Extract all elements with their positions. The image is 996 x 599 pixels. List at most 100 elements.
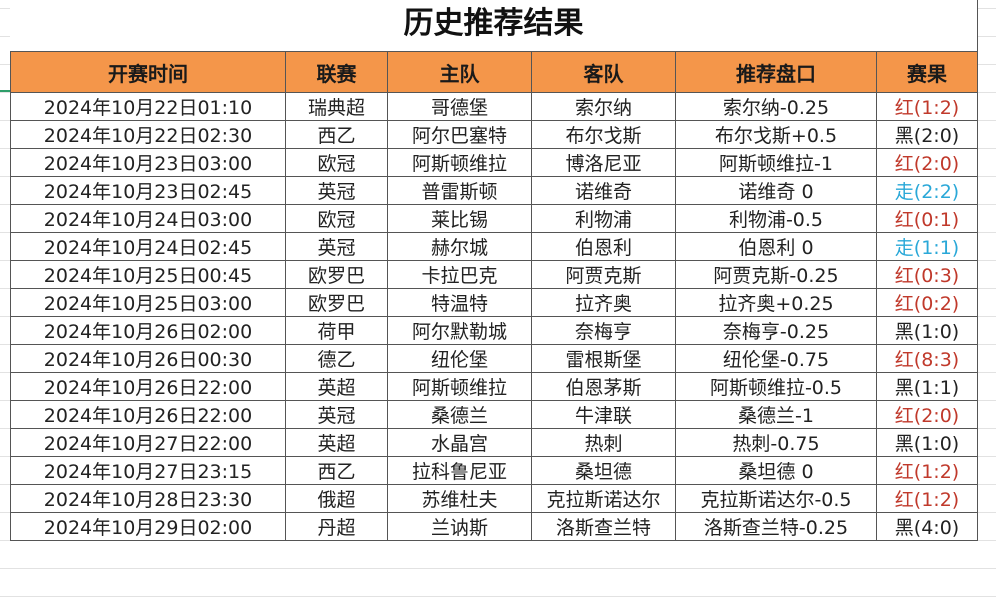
cell-league[interactable]: 欧冠 (285, 204, 388, 233)
cell-league[interactable]: 欧冠 (285, 148, 388, 177)
cell-away[interactable]: 诺维奇 (531, 176, 676, 205)
cell-away[interactable]: 索尔纳 (531, 92, 676, 121)
cell-away[interactable]: 伯恩利 (531, 232, 676, 261)
cell-pick[interactable]: 热刺-0.75 (675, 428, 877, 457)
cell-away[interactable]: 利物浦 (531, 204, 676, 233)
cell-away[interactable]: 桑坦德 (531, 456, 676, 485)
cell-league[interactable]: 俄超 (285, 484, 388, 513)
cell-away[interactable]: 拉齐奥 (531, 288, 676, 317)
cell-home[interactable]: 苏维杜夫 (387, 484, 532, 513)
cell-home[interactable]: 阿斯顿维拉 (387, 372, 532, 401)
cell-result[interactable]: 红(2:0) (876, 400, 978, 429)
cell-league[interactable]: 西乙 (285, 456, 388, 485)
cell-result[interactable]: 黑(1:1) (876, 372, 978, 401)
cell-time[interactable]: 2024年10月28日23:30 (10, 484, 286, 513)
cell-home[interactable]: 水晶宫 (387, 428, 532, 457)
cell-pick[interactable]: 伯恩利 0 (675, 232, 877, 261)
cell-result[interactable]: 红(0:1) (876, 204, 978, 233)
cell-league[interactable]: 英超 (285, 372, 388, 401)
cell-pick[interactable]: 奈梅亨-0.25 (675, 316, 877, 345)
cell-time[interactable]: 2024年10月29日02:00 (10, 512, 286, 541)
cell-away[interactable]: 雷根斯堡 (531, 344, 676, 373)
cell-league[interactable]: 欧罗巴 (285, 288, 388, 317)
cell-away[interactable]: 布尔戈斯 (531, 120, 676, 149)
cell-time[interactable]: 2024年10月23日02:45 (10, 176, 286, 205)
cell-away[interactable]: 阿贾克斯 (531, 260, 676, 289)
cell-pick[interactable]: 洛斯查兰特-0.25 (675, 512, 877, 541)
cell-league[interactable]: 英冠 (285, 176, 388, 205)
cell-result[interactable]: 红(2:0) (876, 148, 978, 177)
cell-home[interactable]: 普雷斯顿 (387, 176, 532, 205)
cell-time[interactable]: 2024年10月26日00:30 (10, 344, 286, 373)
cell-home[interactable]: 赫尔城 (387, 232, 532, 261)
header-pick[interactable]: 推荐盘口 (675, 51, 877, 93)
cell-result[interactable]: 黑(2:0) (876, 120, 978, 149)
cell-league[interactable]: 荷甲 (285, 316, 388, 345)
cell-result[interactable]: 红(1:2) (876, 484, 978, 513)
cell-pick[interactable]: 利物浦-0.5 (675, 204, 877, 233)
cell-time[interactable]: 2024年10月24日03:00 (10, 204, 286, 233)
cell-result[interactable]: 红(8:3) (876, 344, 978, 373)
cell-league[interactable]: 英冠 (285, 400, 388, 429)
cell-league[interactable]: 英冠 (285, 232, 388, 261)
cell-time[interactable]: 2024年10月25日03:00 (10, 288, 286, 317)
cell-home[interactable]: 桑德兰 (387, 400, 532, 429)
cell-result[interactable]: 红(1:2) (876, 92, 978, 121)
cell-league[interactable]: 德乙 (285, 344, 388, 373)
cell-pick[interactable]: 诺维奇 0 (675, 176, 877, 205)
cell-home[interactable]: 纽伦堡 (387, 344, 532, 373)
cell-result[interactable]: 走(1:1) (876, 232, 978, 261)
cell-home[interactable]: 阿斯顿维拉 (387, 148, 532, 177)
cell-away[interactable]: 奈梅亨 (531, 316, 676, 345)
header-league[interactable]: 联赛 (285, 51, 388, 93)
cell-pick[interactable]: 拉齐奥+0.25 (675, 288, 877, 317)
cell-time[interactable]: 2024年10月23日03:00 (10, 148, 286, 177)
cell-pick[interactable]: 桑坦德 0 (675, 456, 877, 485)
cell-pick[interactable]: 布尔戈斯+0.5 (675, 120, 877, 149)
header-result[interactable]: 赛果 (876, 51, 978, 93)
cell-away[interactable]: 洛斯查兰特 (531, 512, 676, 541)
cell-result[interactable]: 红(1:2) (876, 456, 978, 485)
cell-result[interactable]: 走(2:2) (876, 176, 978, 205)
cell-home[interactable]: 拉科鲁尼亚 (387, 456, 532, 485)
cell-time[interactable]: 2024年10月24日02:45 (10, 232, 286, 261)
cell-home[interactable]: 莱比锡 (387, 204, 532, 233)
cell-result[interactable]: 黑(1:0) (876, 316, 978, 345)
cell-pick[interactable]: 纽伦堡-0.75 (675, 344, 877, 373)
cell-pick[interactable]: 阿斯顿维拉-0.5 (675, 372, 877, 401)
header-home[interactable]: 主队 (387, 51, 532, 93)
cell-time[interactable]: 2024年10月22日02:30 (10, 120, 286, 149)
header-time[interactable]: 开赛时间 (10, 51, 286, 93)
cell-home[interactable]: 特温特 (387, 288, 532, 317)
cell-pick[interactable]: 阿斯顿维拉-1 (675, 148, 877, 177)
cell-pick[interactable]: 索尔纳-0.25 (675, 92, 877, 121)
cell-away[interactable]: 博洛尼亚 (531, 148, 676, 177)
cell-league[interactable]: 西乙 (285, 120, 388, 149)
cell-home[interactable]: 阿尔默勒城 (387, 316, 532, 345)
cell-result[interactable]: 红(0:3) (876, 260, 978, 289)
cell-away[interactable]: 伯恩茅斯 (531, 372, 676, 401)
cell-result[interactable]: 黑(4:0) (876, 512, 978, 541)
cell-result[interactable]: 红(0:2) (876, 288, 978, 317)
header-away[interactable]: 客队 (531, 51, 676, 93)
cell-time[interactable]: 2024年10月26日02:00 (10, 316, 286, 345)
cell-away[interactable]: 牛津联 (531, 400, 676, 429)
cell-home[interactable]: 兰讷斯 (387, 512, 532, 541)
cell-away[interactable]: 克拉斯诺达尔 (531, 484, 676, 513)
cell-result[interactable]: 黑(1:0) (876, 428, 978, 457)
cell-home[interactable]: 阿尔巴塞特 (387, 120, 532, 149)
cell-pick[interactable]: 阿贾克斯-0.25 (675, 260, 877, 289)
cell-time[interactable]: 2024年10月25日00:45 (10, 260, 286, 289)
cell-time[interactable]: 2024年10月27日22:00 (10, 428, 286, 457)
cell-time[interactable]: 2024年10月22日01:10 (10, 92, 286, 121)
cell-league[interactable]: 瑞典超 (285, 92, 388, 121)
cell-home[interactable]: 卡拉巴克 (387, 260, 532, 289)
cell-league[interactable]: 英超 (285, 428, 388, 457)
cell-league[interactable]: 欧罗巴 (285, 260, 388, 289)
cell-league[interactable]: 丹超 (285, 512, 388, 541)
cell-time[interactable]: 2024年10月26日22:00 (10, 372, 286, 401)
cell-away[interactable]: 热刺 (531, 428, 676, 457)
cell-pick[interactable]: 桑德兰-1 (675, 400, 877, 429)
cell-home[interactable]: 哥德堡 (387, 92, 532, 121)
cell-time[interactable]: 2024年10月27日23:15 (10, 456, 286, 485)
